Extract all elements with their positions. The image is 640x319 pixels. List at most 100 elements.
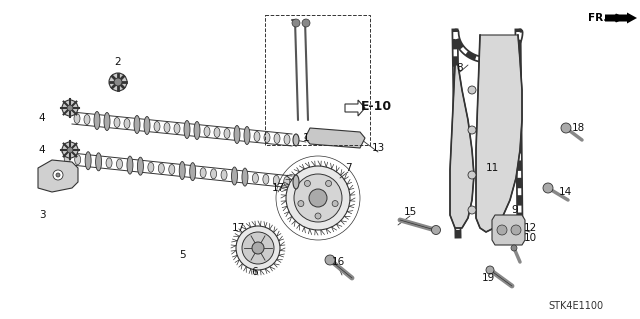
Circle shape — [67, 105, 73, 111]
Text: FR.: FR. — [588, 13, 608, 23]
Ellipse shape — [200, 168, 206, 178]
Ellipse shape — [127, 156, 133, 174]
Circle shape — [305, 181, 310, 186]
Circle shape — [302, 19, 310, 27]
Circle shape — [109, 73, 127, 91]
Text: 16: 16 — [332, 257, 344, 267]
Circle shape — [561, 123, 571, 133]
Circle shape — [62, 100, 78, 116]
Circle shape — [486, 266, 494, 274]
Text: 15: 15 — [403, 207, 417, 217]
Text: 10: 10 — [524, 233, 536, 243]
Ellipse shape — [164, 122, 170, 132]
Circle shape — [315, 213, 321, 219]
Polygon shape — [476, 35, 522, 232]
Ellipse shape — [293, 175, 299, 189]
Ellipse shape — [204, 127, 210, 137]
Ellipse shape — [144, 116, 150, 135]
Text: 9: 9 — [512, 205, 518, 215]
Circle shape — [298, 201, 304, 207]
Circle shape — [292, 19, 300, 27]
Ellipse shape — [179, 161, 185, 180]
Ellipse shape — [104, 113, 110, 130]
Ellipse shape — [232, 167, 237, 185]
Ellipse shape — [124, 118, 130, 129]
Text: 13: 13 — [371, 143, 385, 153]
Text: 2: 2 — [115, 57, 122, 67]
Circle shape — [53, 170, 63, 180]
Text: STK4E1100: STK4E1100 — [548, 301, 604, 311]
Ellipse shape — [169, 165, 175, 174]
Polygon shape — [38, 160, 78, 192]
Ellipse shape — [106, 158, 112, 168]
Ellipse shape — [114, 117, 120, 128]
Circle shape — [56, 173, 60, 177]
Ellipse shape — [134, 115, 140, 133]
Circle shape — [511, 245, 517, 251]
Text: 11: 11 — [485, 163, 499, 173]
Polygon shape — [450, 65, 474, 228]
Ellipse shape — [234, 125, 240, 144]
Circle shape — [511, 225, 521, 235]
Ellipse shape — [273, 175, 279, 185]
Ellipse shape — [293, 134, 299, 146]
Polygon shape — [492, 215, 525, 245]
Circle shape — [497, 225, 507, 235]
Ellipse shape — [154, 122, 160, 131]
Circle shape — [242, 232, 274, 264]
Circle shape — [431, 226, 440, 234]
Text: 17: 17 — [271, 183, 285, 193]
Text: 14: 14 — [558, 187, 572, 197]
Ellipse shape — [95, 153, 102, 171]
Ellipse shape — [224, 129, 230, 138]
Ellipse shape — [85, 152, 91, 170]
Text: 6: 6 — [252, 267, 259, 277]
Polygon shape — [305, 128, 365, 148]
Ellipse shape — [148, 162, 154, 172]
Ellipse shape — [174, 123, 180, 133]
Ellipse shape — [138, 157, 143, 175]
Text: 17: 17 — [232, 223, 244, 233]
Ellipse shape — [74, 114, 80, 123]
Circle shape — [286, 166, 350, 230]
Circle shape — [468, 206, 476, 214]
Ellipse shape — [84, 115, 90, 124]
Circle shape — [543, 183, 553, 193]
Bar — [265, 15, 370, 145]
Ellipse shape — [189, 163, 196, 181]
Circle shape — [114, 78, 122, 86]
Text: 12: 12 — [524, 223, 536, 233]
Text: 3: 3 — [38, 210, 45, 220]
Ellipse shape — [242, 168, 248, 186]
Circle shape — [252, 242, 264, 254]
Text: 4: 4 — [38, 145, 45, 155]
Circle shape — [325, 255, 335, 265]
Ellipse shape — [214, 128, 220, 137]
Ellipse shape — [264, 132, 270, 143]
Ellipse shape — [158, 163, 164, 173]
Ellipse shape — [263, 174, 269, 184]
Circle shape — [468, 126, 476, 134]
FancyArrow shape — [605, 12, 637, 24]
Ellipse shape — [221, 170, 227, 180]
Circle shape — [468, 86, 476, 94]
Ellipse shape — [194, 122, 200, 139]
Ellipse shape — [254, 131, 260, 142]
Text: 5: 5 — [179, 250, 186, 260]
Ellipse shape — [64, 153, 70, 164]
Circle shape — [468, 171, 476, 179]
Text: 18: 18 — [572, 123, 584, 133]
Ellipse shape — [244, 127, 250, 145]
Circle shape — [236, 226, 280, 270]
Circle shape — [294, 174, 342, 222]
Text: 4: 4 — [38, 113, 45, 123]
Ellipse shape — [116, 159, 122, 169]
Polygon shape — [345, 100, 365, 116]
Ellipse shape — [284, 176, 290, 186]
Text: 19: 19 — [481, 273, 495, 283]
Text: 8: 8 — [457, 63, 463, 73]
Text: 1: 1 — [303, 133, 309, 143]
Ellipse shape — [252, 173, 259, 183]
Ellipse shape — [211, 169, 216, 179]
Text: 7: 7 — [345, 163, 351, 173]
